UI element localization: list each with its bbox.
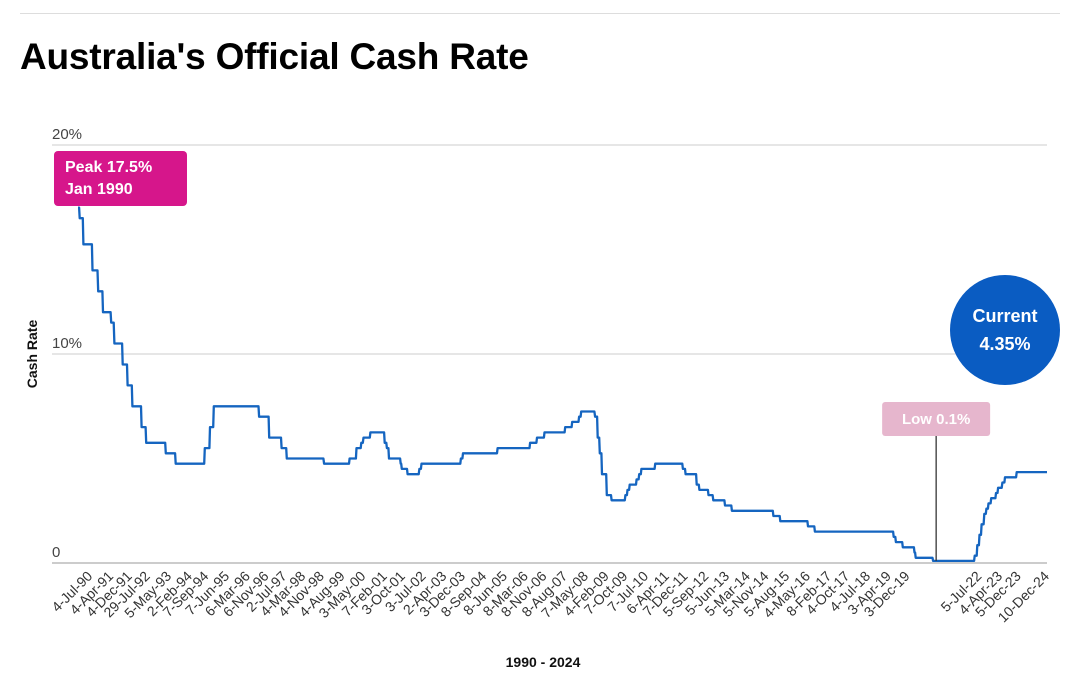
current-badge-line1: Current <box>972 306 1037 326</box>
cash-rate-line <box>77 206 1048 563</box>
y-tick-label: 10% <box>52 335 82 352</box>
y-axis-ticks: 0 10% 20% <box>52 126 82 561</box>
peak-badge <box>54 151 187 206</box>
low-badge <box>882 402 991 436</box>
top-divider <box>20 13 1060 14</box>
page-title: Australia's Official Cash Rate <box>20 36 529 77</box>
y-tick-label: 0 <box>52 544 60 561</box>
peak-badge-line2: Jan 1990 <box>65 181 133 198</box>
current-annotation: Current 4.35% <box>950 275 1060 385</box>
peak-badge-line1: Peak 17.5% <box>65 159 152 176</box>
low-badge-text: Low 0.1% <box>902 411 970 428</box>
y-tick-label: 20% <box>52 126 82 143</box>
gridlines <box>52 144 1047 564</box>
y-axis-label: Cash Rate <box>24 320 40 389</box>
x-axis-label: 1990 - 2024 <box>506 654 581 670</box>
current-badge <box>950 275 1060 385</box>
x-axis-ticks: 4-Jul-904-Apr-914-Dec-9129-Jul-925-May-9… <box>48 568 1052 626</box>
low-annotation: Low 0.1% <box>882 402 991 561</box>
current-badge-line2: 4.35% <box>979 334 1030 354</box>
series-layer <box>77 206 1048 563</box>
peak-annotation: Peak 17.5% Jan 1990 <box>54 151 187 206</box>
